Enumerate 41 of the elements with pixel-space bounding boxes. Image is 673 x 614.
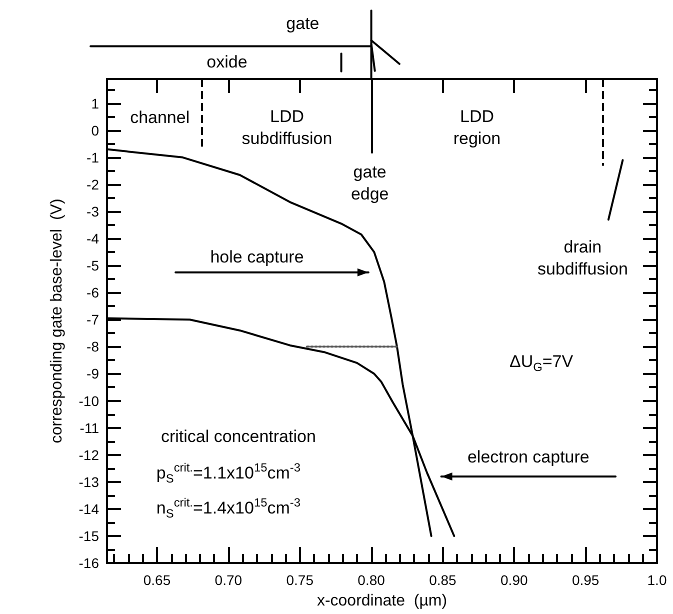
y-tick-label: -10 — [78, 392, 100, 409]
text: oxide — [206, 52, 248, 72]
annotation: ΔU$_{G}$=7V — [509, 352, 574, 374]
x-tick-label: 0.75 — [286, 572, 314, 588]
annotation: n$_{S}$$^{crit.}$=1.4x10$^{15}$cm$^{-3}$ — [156, 495, 301, 521]
y-tick-label: -15 — [78, 528, 100, 544]
y-tick-label: -16 — [78, 555, 100, 571]
y-tick-label: -4 — [86, 230, 100, 247]
text: gate — [286, 14, 320, 33]
y-tick-label: -5 — [86, 258, 100, 274]
y-tick-label: -3 — [86, 203, 100, 220]
annotation: hole capture — [210, 248, 304, 267]
annotation: LDD subdiffusion — [242, 106, 332, 148]
annotation: electron capture — [467, 448, 590, 467]
y-axis-title: corresponding gate base-level (V) — [48, 198, 66, 444]
x-tick-label: 0.65 — [143, 572, 171, 588]
y-tick-label: -6 — [86, 284, 100, 301]
x-tick-label: 0.70 — [214, 572, 242, 588]
x-tick-label: 0.90 — [500, 572, 528, 588]
x-tick-label: 1.0 — [647, 572, 667, 588]
y-tick-label: -14 — [78, 500, 100, 517]
y-tick-label: -1 — [86, 149, 100, 166]
y-tick-label: -8 — [86, 338, 100, 355]
x-axis-title: x-coordinate (µm) — [316, 592, 448, 610]
y-tick-label: -13 — [78, 474, 100, 490]
y-tick-label: 0 — [91, 122, 100, 138]
annotation: gate edge — [350, 162, 389, 204]
y-tick-label: -9 — [86, 366, 100, 382]
x-tick-label: 0.85 — [429, 572, 457, 588]
y-tick-label: -11 — [80, 420, 100, 436]
x-tick-label: 0.95 — [572, 572, 600, 588]
annotation: p$_{S}$$^{crit.}$=1.1x10$^{15}$cm$^{-3}$ — [156, 460, 301, 486]
y-tick-label: -2 — [86, 176, 100, 192]
x-tick-label: 0.80 — [358, 572, 386, 588]
y-tick-label: -12 — [78, 446, 100, 463]
annotation: channel — [130, 108, 190, 128]
y-tick-label: -7 — [86, 312, 100, 328]
annotation: critical concentration — [160, 426, 316, 446]
annotation: drain subdiffusion — [538, 237, 628, 278]
y-tick-label: 1 — [91, 95, 100, 112]
annotation: LDD region — [453, 106, 501, 148]
